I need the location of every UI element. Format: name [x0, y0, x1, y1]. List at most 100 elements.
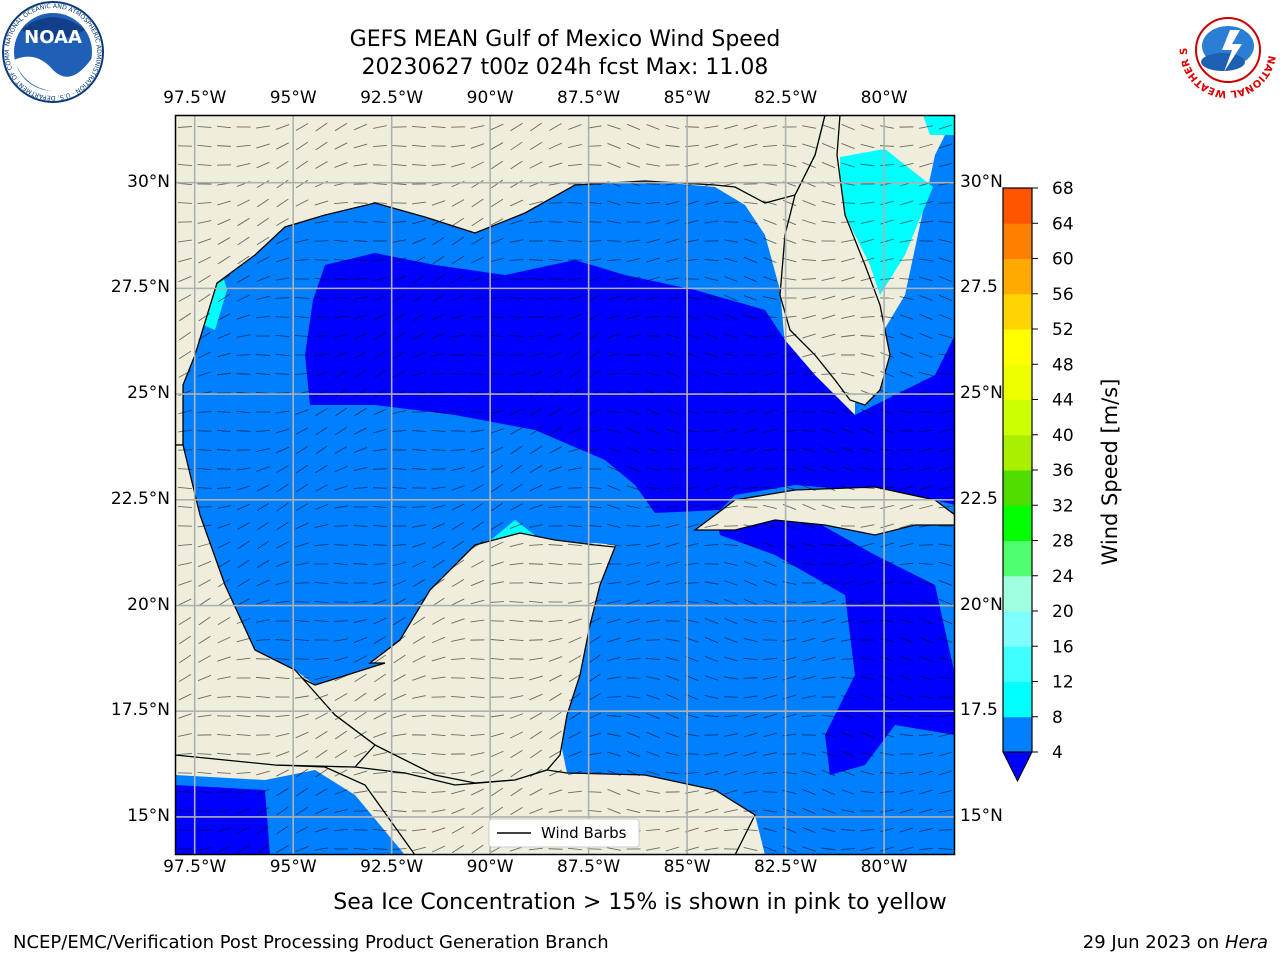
- wind-barb: [626, 750, 641, 758]
- wind-barb: [821, 333, 836, 339]
- florida-land: [779, 115, 891, 406]
- wind-barb: [724, 505, 738, 509]
- wind-barb: [236, 714, 251, 718]
- wind-barb: [275, 410, 290, 414]
- wind-barb: [333, 601, 349, 603]
- wind-barb: [665, 505, 680, 509]
- wind-barb: [880, 125, 894, 129]
- wind-barb: [510, 464, 523, 474]
- wind-barb: [665, 352, 680, 358]
- wind-barb: [529, 768, 543, 778]
- colorbar-tick-label: 32: [1052, 496, 1074, 516]
- wind-barb: [743, 713, 758, 719]
- wind-barb: [763, 599, 777, 605]
- wind-barb: [763, 428, 777, 434]
- wind-barb: [587, 752, 602, 756]
- wind-barb: [294, 297, 310, 299]
- wind-barb: [723, 714, 739, 718]
- wind-barb: [801, 734, 817, 736]
- wind-barb: [860, 487, 875, 489]
- wind-barb: [178, 350, 192, 360]
- wind-barb: [392, 275, 407, 283]
- wind-barb: [353, 143, 368, 149]
- lon-tick-bottom: 87.5°W: [557, 857, 621, 877]
- wind-barb: [470, 296, 485, 300]
- wind-barb: [510, 180, 523, 188]
- wind-barb: [471, 844, 484, 854]
- wind-barb: [217, 809, 231, 813]
- wind-barb: [275, 124, 290, 130]
- wind-barb: [451, 334, 465, 338]
- wind-barb: [217, 237, 231, 245]
- wind-barb: [860, 770, 875, 776]
- wind-barb: [860, 561, 875, 567]
- wind-barb: [334, 638, 348, 642]
- colorbar-tick-label: 16: [1052, 637, 1074, 657]
- wind-barb: [743, 409, 758, 415]
- wind-barb: [626, 257, 641, 263]
- wind-barb: [354, 711, 367, 721]
- wind-barb: [919, 332, 933, 340]
- wind-barb: [216, 429, 232, 433]
- wind-barb: [412, 560, 426, 568]
- wind-barb: [236, 163, 251, 167]
- wind-barb: [938, 466, 953, 472]
- wind-barb: [510, 731, 523, 739]
- wind-barb: [353, 123, 368, 131]
- wind-barb: [919, 143, 933, 149]
- wind-barb: [509, 259, 524, 261]
- wind-barb: [236, 808, 251, 814]
- wind-barb: [802, 675, 816, 681]
- wind-barb: [724, 276, 738, 282]
- wind-barb: [353, 278, 368, 280]
- wind-barb: [743, 256, 758, 264]
- wind-barb: [704, 524, 719, 528]
- wind-barb: [237, 255, 250, 265]
- wind-barb: [276, 198, 289, 208]
- wind-barb: [431, 636, 446, 644]
- wind-barb: [860, 600, 875, 604]
- wind-barb: [588, 331, 601, 341]
- wind-barb: [763, 409, 777, 415]
- wind-barb: [431, 522, 446, 530]
- wind-barb: [606, 543, 622, 547]
- wind-barb: [899, 694, 914, 700]
- wind-barb: [646, 466, 660, 472]
- wind-barb: [587, 258, 602, 262]
- wind-barb: [509, 408, 524, 416]
- wind-barb: [549, 750, 562, 758]
- wind-barb: [295, 562, 309, 566]
- wind-barb: [471, 806, 484, 816]
- wind-barb: [645, 657, 661, 661]
- wind-barb: [510, 122, 523, 132]
- wind-barb: [411, 828, 427, 832]
- wind-barb: [802, 695, 816, 699]
- wind-barb: [509, 278, 524, 280]
- wind-barb: [276, 769, 289, 777]
- wind-barb: [587, 201, 602, 205]
- wind-barb: [334, 333, 348, 339]
- wind-barb: [372, 810, 388, 812]
- wind-barb: [587, 525, 602, 527]
- wind-barb: [762, 771, 778, 775]
- wind-barb: [840, 658, 856, 660]
- wind-barb: [276, 806, 289, 816]
- wind-barb: [568, 124, 582, 130]
- wind-barb: [314, 316, 329, 318]
- wind-barb: [489, 277, 505, 281]
- wind-barb: [626, 334, 641, 338]
- wind-barb: [743, 579, 758, 587]
- wind-barb: [919, 617, 933, 625]
- wind-barb: [645, 486, 661, 490]
- wind-barb: [821, 656, 836, 662]
- wind-barb: [255, 354, 271, 356]
- wind-barb: [373, 752, 387, 756]
- colorbar-swatch: [1003, 329, 1032, 365]
- wind-barb: [860, 143, 875, 149]
- wind-barb: [275, 657, 290, 661]
- wind-barb: [821, 504, 836, 510]
- wind-barb: [646, 847, 660, 851]
- wind-barb: [217, 218, 231, 226]
- lon-tick-top: 85°W: [663, 88, 711, 108]
- wind-barb: [471, 788, 484, 796]
